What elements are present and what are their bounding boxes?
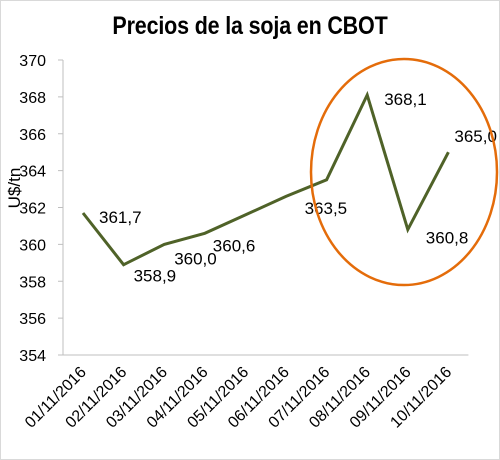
y-tick-label: 362 xyxy=(19,201,46,218)
y-tick-label: 370 xyxy=(19,53,46,70)
highlight-ellipse xyxy=(309,57,499,287)
y-tick-label: 356 xyxy=(19,311,46,328)
data-label: 363,5 xyxy=(305,199,348,218)
data-label: 368,1 xyxy=(384,90,427,109)
y-tick-label: 364 xyxy=(19,164,46,181)
chart-title: Precios de la soja en CBOT xyxy=(112,12,388,40)
data-label: 365,0 xyxy=(454,127,497,146)
data-label: 358,9 xyxy=(134,267,177,286)
y-tick-label: 368 xyxy=(19,90,46,107)
y-tick-label: 354 xyxy=(19,348,46,365)
series xyxy=(81,90,450,267)
series-line xyxy=(81,90,450,267)
data-label: 360,8 xyxy=(426,229,469,248)
y-tick-labels: 354 356 358 360 362 364 366 368 370 xyxy=(19,53,46,365)
y-axis-label: U$/tn xyxy=(5,168,24,209)
x-tick-labels: 01/11/201602/11/201603/11/201604/11/2016… xyxy=(22,364,455,432)
y-tick-label: 358 xyxy=(19,274,46,291)
data-label: 361,7 xyxy=(99,208,142,227)
y-tick-label: 360 xyxy=(19,237,46,254)
y-tick-label: 366 xyxy=(19,127,46,144)
data-label: 360,0 xyxy=(174,249,217,268)
axes xyxy=(58,59,469,356)
data-label: 360,6 xyxy=(213,236,256,255)
highlight-group xyxy=(309,57,499,287)
